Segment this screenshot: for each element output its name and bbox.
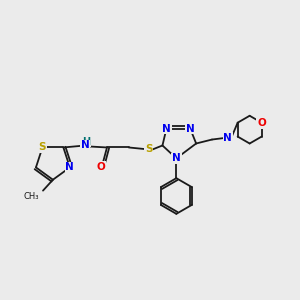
Text: N: N <box>162 124 171 134</box>
Text: N: N <box>186 124 195 134</box>
Text: N: N <box>65 162 74 172</box>
Text: O: O <box>97 162 105 172</box>
Text: O: O <box>257 118 266 128</box>
Text: S: S <box>145 144 152 154</box>
Text: H: H <box>82 136 90 146</box>
Text: N: N <box>81 140 90 151</box>
Text: CH₃: CH₃ <box>23 192 39 201</box>
Text: S: S <box>39 142 46 152</box>
Text: N: N <box>172 153 181 164</box>
Text: N: N <box>224 133 232 142</box>
